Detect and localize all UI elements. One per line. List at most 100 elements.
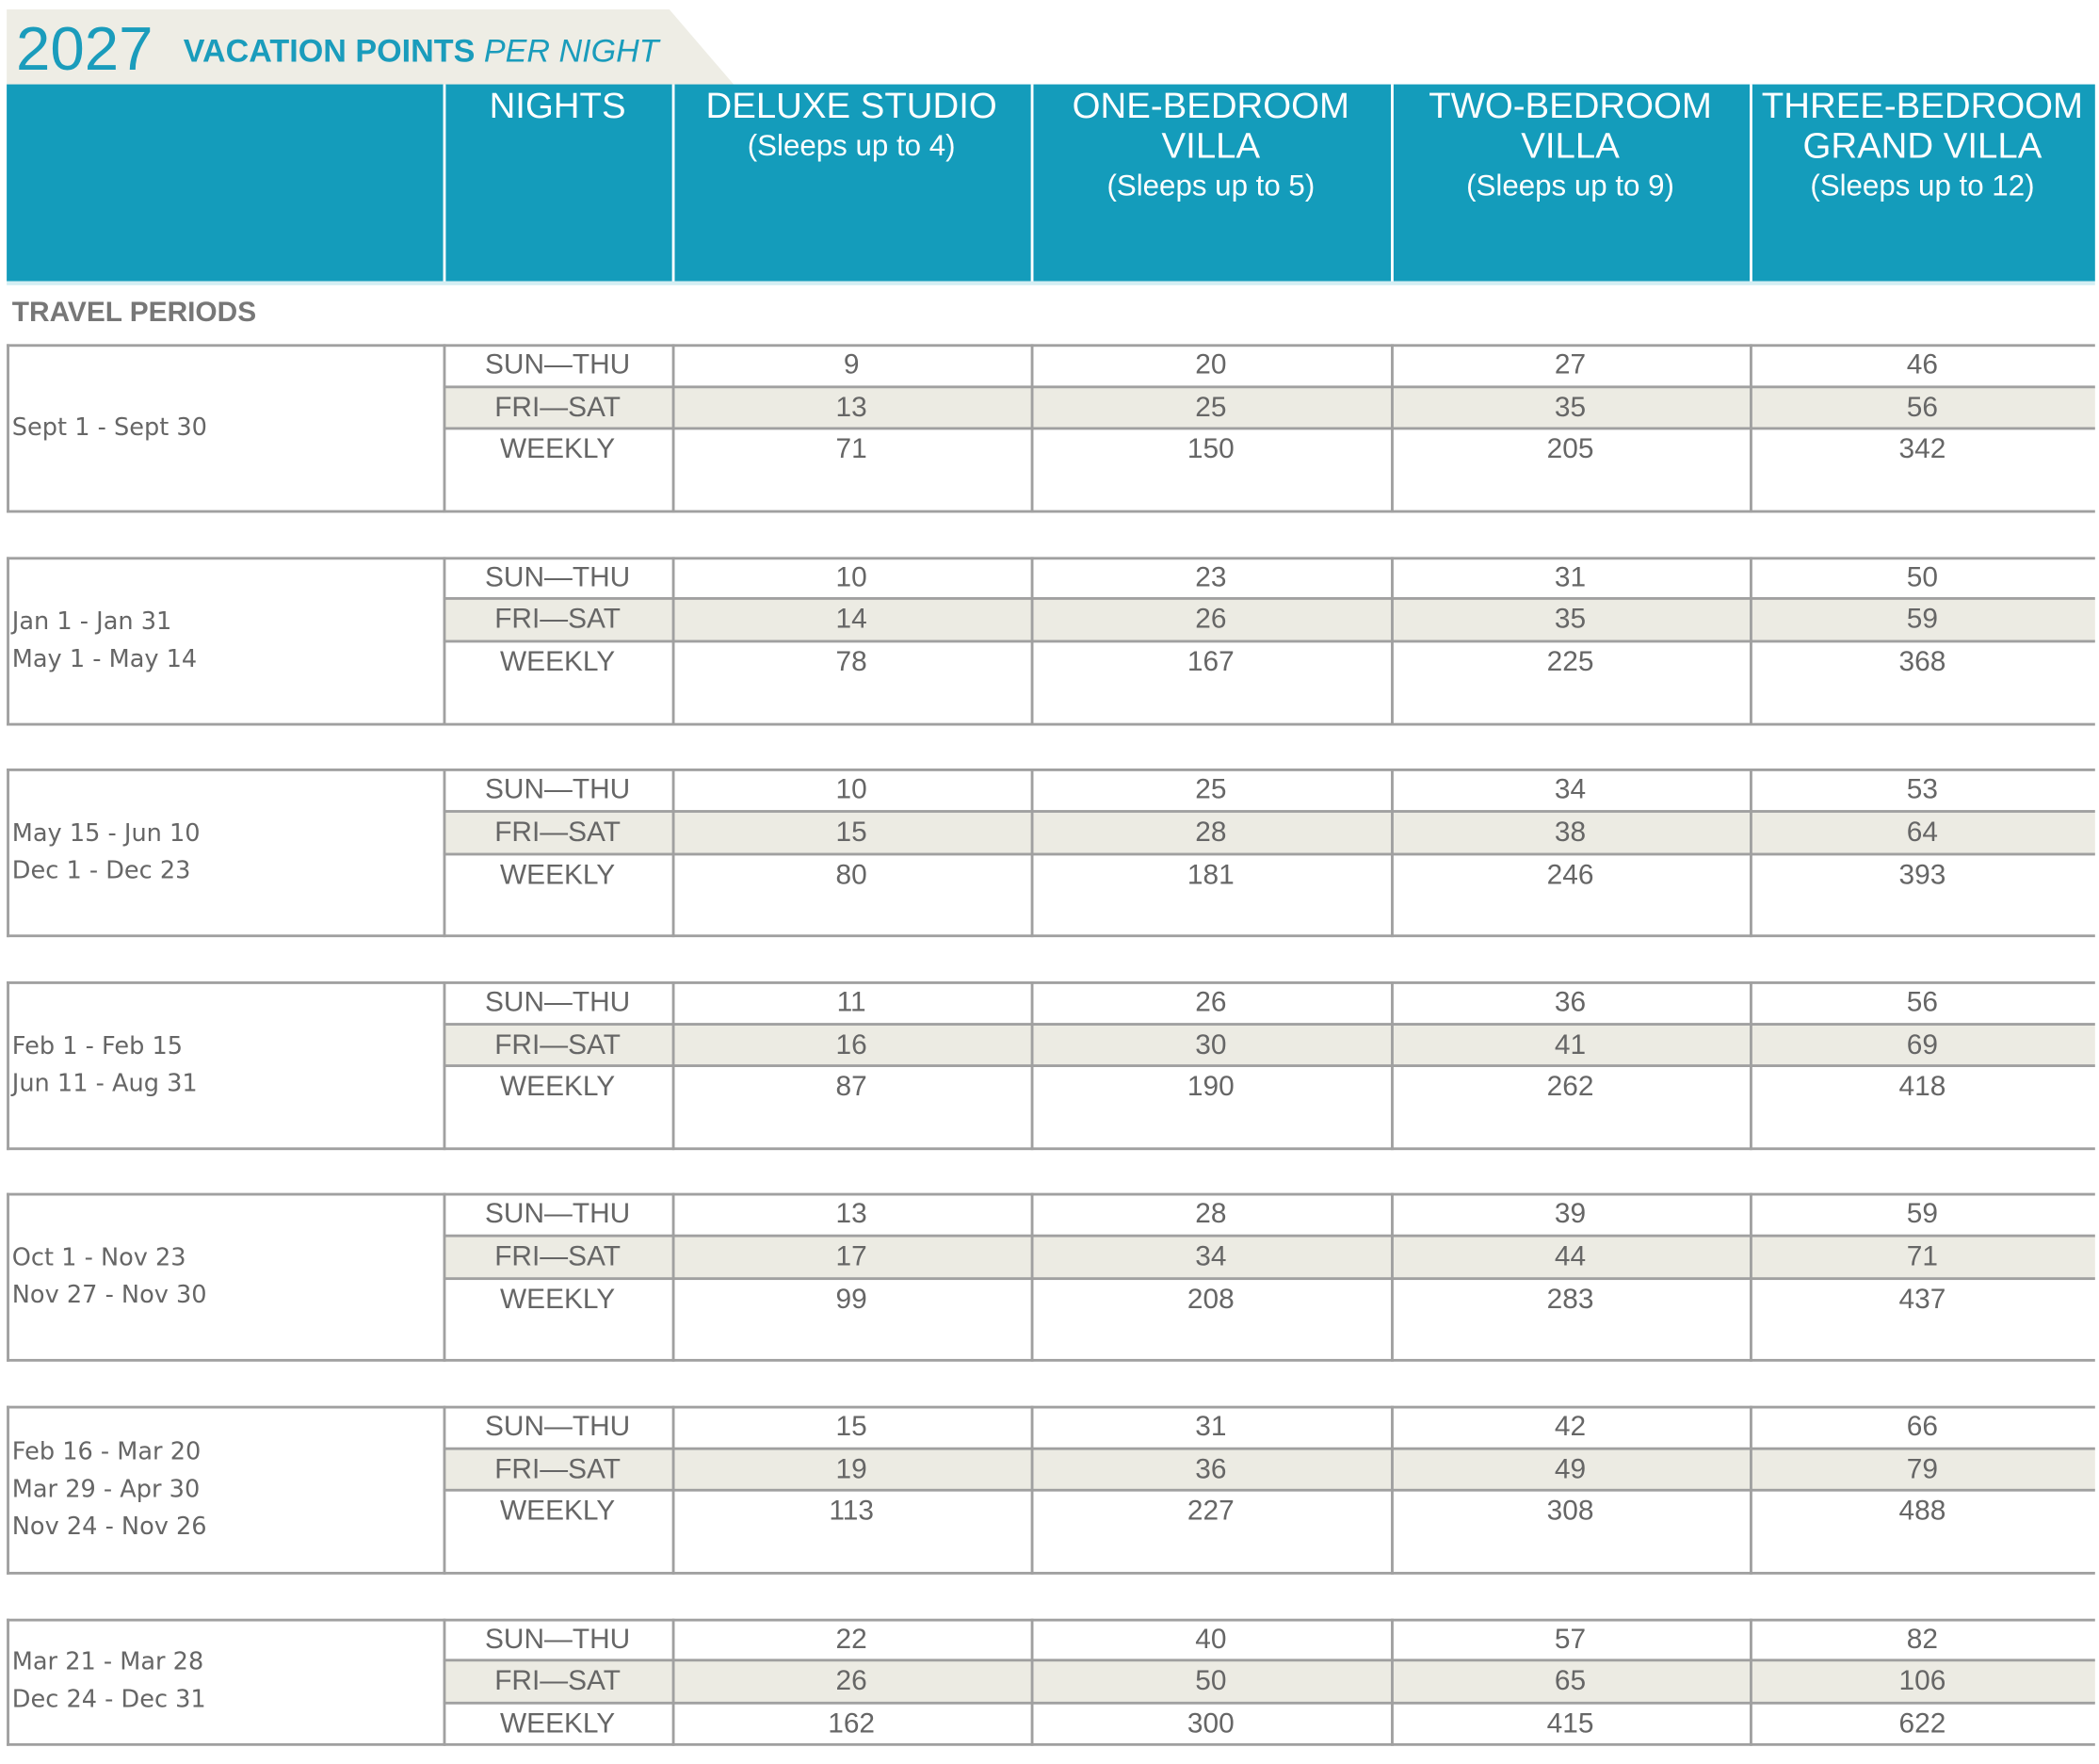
row-line (443, 851, 2095, 855)
date-range: Dec 24 - Dec 31 (11, 1685, 206, 1714)
nights-label: SUN—THU (484, 349, 631, 380)
nights-label: SUN—THU (484, 561, 631, 593)
column-name: NIGHTS (489, 85, 626, 126)
col-line (1030, 1618, 1034, 1746)
points-value: 50 (1906, 561, 1939, 593)
title-tab (7, 8, 735, 85)
points-value: 25 (1195, 773, 1227, 805)
points-value: 41 (1554, 1028, 1587, 1060)
points-value: 53 (1906, 773, 1939, 805)
column-header: ONE-BEDROOM VILLA (Sleeps up to 5) (1031, 86, 1391, 206)
col-line (671, 344, 675, 513)
header-band (7, 84, 2095, 282)
nights-label: FRI—SAT (494, 1665, 622, 1697)
points-value: 26 (1195, 604, 1227, 636)
points-value: 46 (1906, 349, 1939, 380)
points-value: 66 (1906, 1411, 1939, 1443)
col-line (671, 1618, 675, 1746)
points-value: 106 (1898, 1665, 1946, 1697)
col-line (1391, 1618, 1394, 1746)
period-block (7, 769, 2095, 938)
col-line (1030, 980, 1034, 1150)
header-divider (1750, 84, 1752, 282)
points-value: 82 (1906, 1623, 1939, 1655)
header-divider (671, 84, 675, 282)
column-sleeps: (Sleeps up to 9) (1466, 169, 1674, 202)
points-value: 34 (1554, 773, 1587, 805)
nights-label: WEEKLY (499, 434, 616, 465)
column-header: THREE-BEDROOM GRAND VILLA (Sleeps up to 12… (1750, 86, 2095, 206)
header-divider (443, 84, 446, 282)
column-name: ONE-BEDROOM (1072, 85, 1349, 126)
col-line (1750, 1405, 1752, 1575)
points-value: 227 (1187, 1496, 1235, 1528)
points-value: 26 (835, 1665, 867, 1697)
header-divider (1030, 84, 1034, 282)
points-value: 50 (1195, 1665, 1227, 1697)
period-dates: Jan 1 - Jan 31 May 1 - May 14 (7, 557, 443, 725)
col-line (1750, 980, 1752, 1150)
date-range: Nov 27 - Nov 30 (11, 1282, 207, 1310)
header-divider (1391, 84, 1394, 282)
points-value: 262 (1546, 1071, 1594, 1103)
points-value: 28 (1195, 1198, 1227, 1230)
subtitle-text: PER NIGHT (483, 33, 659, 70)
col-line (1750, 1618, 1752, 1746)
nights-label: FRI—SAT (494, 1240, 622, 1272)
points-value: 56 (1906, 986, 1939, 1018)
col-line (1030, 1405, 1034, 1575)
points-value: 30 (1195, 1028, 1227, 1060)
nights-label: WEEKLY (499, 1284, 616, 1315)
date-range: Sept 1 - Sept 30 (11, 413, 207, 443)
row-line (443, 1234, 2095, 1238)
date-range: May 1 - May 14 (11, 644, 198, 673)
points-value: 25 (1195, 392, 1227, 423)
col-line (1391, 556, 1394, 725)
points-value: 167 (1187, 646, 1235, 678)
date-range: Dec 1 - Dec 23 (11, 857, 191, 885)
date-range: Nov 24 - Nov 26 (11, 1513, 207, 1542)
points-value: 26 (1195, 986, 1227, 1018)
points-value: 34 (1195, 1240, 1227, 1272)
col-line (1391, 1193, 1394, 1363)
nights-label: SUN—THU (484, 1411, 631, 1443)
points-value: 57 (1554, 1623, 1587, 1655)
points-value: 368 (1898, 646, 1946, 678)
date-range: Mar 21 - Mar 28 (11, 1648, 204, 1677)
shaded-row (443, 1660, 2095, 1704)
date-range: Feb 1 - Feb 15 (11, 1031, 184, 1060)
points-value: 80 (835, 859, 867, 890)
col-line (443, 769, 446, 938)
points-value: 9 (843, 349, 860, 380)
points-value: 488 (1898, 1496, 1946, 1528)
points-value: 35 (1554, 604, 1587, 636)
row-line (443, 1064, 2095, 1068)
col-line (671, 980, 675, 1150)
col-line (443, 1618, 446, 1746)
points-value: 38 (1554, 817, 1587, 848)
date-range: Oct 1 - Nov 23 (11, 1244, 186, 1273)
header-rule (7, 281, 2095, 285)
points-value: 342 (1898, 434, 1946, 465)
row-line (443, 1489, 2095, 1493)
period-block (7, 1618, 2095, 1746)
column-header: NIGHTS (444, 86, 672, 126)
shaded-row (443, 386, 2095, 429)
column-sleeps: (Sleeps up to 4) (747, 128, 956, 163)
date-range: Mar 29 - Apr 30 (11, 1475, 201, 1504)
points-value: 10 (835, 561, 867, 593)
points-value: 162 (828, 1707, 876, 1740)
col-line (671, 769, 675, 938)
col-line (671, 1193, 675, 1363)
column-name: GRAND VILLA (1802, 125, 2042, 167)
points-value: 35 (1554, 392, 1587, 423)
points-value: 49 (1554, 1453, 1587, 1485)
shaded-row (443, 598, 2095, 641)
period-dates: Sept 1 - Sept 30 (7, 344, 443, 512)
points-value: 190 (1187, 1071, 1235, 1103)
points-value: 283 (1546, 1284, 1594, 1315)
points-value: 22 (835, 1623, 867, 1655)
col-line (1391, 769, 1394, 938)
points-value: 308 (1546, 1496, 1594, 1528)
points-value: 71 (1906, 1240, 1939, 1272)
